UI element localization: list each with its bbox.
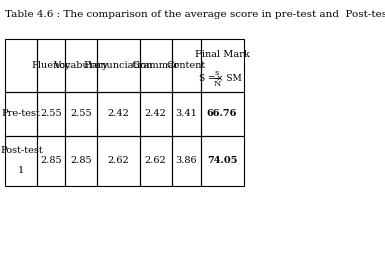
Text: Pre-test: Pre-test	[2, 109, 41, 118]
Text: Content: Content	[166, 61, 206, 70]
Text: Final Mark: Final Mark	[195, 50, 249, 59]
Text: N: N	[213, 80, 221, 88]
Text: Grammar: Grammar	[132, 61, 179, 70]
Text: 2.62: 2.62	[107, 156, 129, 165]
Text: Table 4.6 : The comparison of the average score in pre-test and  Post-test  1: Table 4.6 : The comparison of the averag…	[5, 10, 385, 19]
Text: 2.62: 2.62	[145, 156, 166, 165]
Text: S =: S =	[199, 74, 215, 83]
Text: 3.41: 3.41	[175, 109, 197, 118]
Text: s: s	[215, 69, 219, 77]
Text: 2.85: 2.85	[40, 156, 62, 165]
Text: × SM: × SM	[216, 74, 242, 83]
Text: 74.05: 74.05	[207, 156, 237, 165]
Text: 66.76: 66.76	[207, 109, 237, 118]
Text: 2.42: 2.42	[107, 109, 129, 118]
Text: Fluency: Fluency	[32, 61, 71, 70]
Text: 2.55: 2.55	[70, 109, 92, 118]
Text: 1: 1	[18, 166, 24, 175]
Text: 2.85: 2.85	[70, 156, 92, 165]
Text: Pronunciation: Pronunciation	[84, 61, 153, 70]
Text: 2.42: 2.42	[145, 109, 167, 118]
Text: 3.86: 3.86	[175, 156, 197, 165]
Text: Post-test: Post-test	[0, 146, 43, 155]
Text: 2.55: 2.55	[40, 109, 62, 118]
Text: Vocabulary: Vocabulary	[54, 61, 108, 70]
